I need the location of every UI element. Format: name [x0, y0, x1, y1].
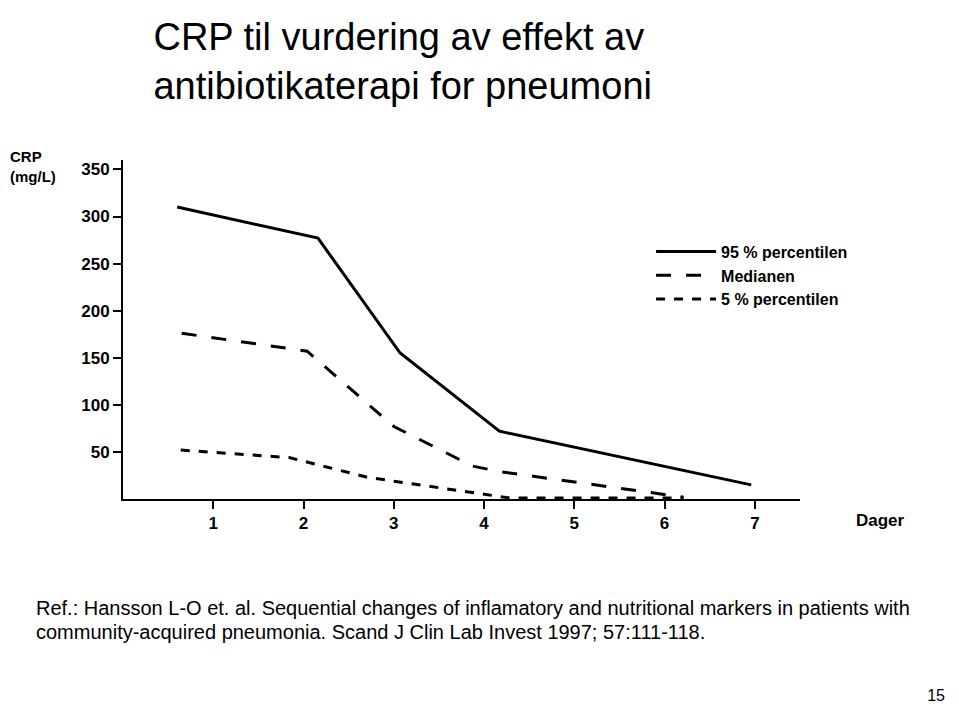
svg-text:CRP(mg/L): CRP(mg/L): [10, 148, 56, 185]
svg-text:7: 7: [750, 514, 759, 533]
svg-text:150: 150: [81, 349, 109, 368]
html-text:Ref.: Hansson L-O et. al. Sequ: Ref.: Hansson L-O et. al. Sequential cha…: [36, 597, 910, 643]
svg-text:350: 350: [81, 160, 109, 179]
svg-text:Dager: Dager: [856, 511, 905, 530]
svg-text:95 % percentilen: 95 % percentilen: [721, 244, 847, 261]
svg-text:Medianen: Medianen: [721, 268, 795, 285]
svg-text:5 % percentilen: 5 % percentilen: [721, 291, 838, 308]
svg-text:250: 250: [81, 255, 109, 274]
svg-text:200: 200: [81, 302, 109, 321]
svg-text:CRP til vurdering av effekt av: CRP til vurdering av effekt avantibiotik…: [153, 16, 652, 107]
svg-text:5: 5: [570, 514, 579, 533]
svg-text:50: 50: [91, 443, 110, 462]
svg-text:2: 2: [299, 514, 308, 533]
svg-text:6: 6: [660, 514, 669, 533]
svg-text:3: 3: [389, 514, 398, 533]
html-text:15: 15: [927, 687, 945, 704]
svg-text:4: 4: [479, 514, 489, 533]
svg-text:300: 300: [81, 207, 109, 226]
svg-text:1: 1: [209, 514, 218, 533]
svg-text:100: 100: [81, 396, 109, 415]
